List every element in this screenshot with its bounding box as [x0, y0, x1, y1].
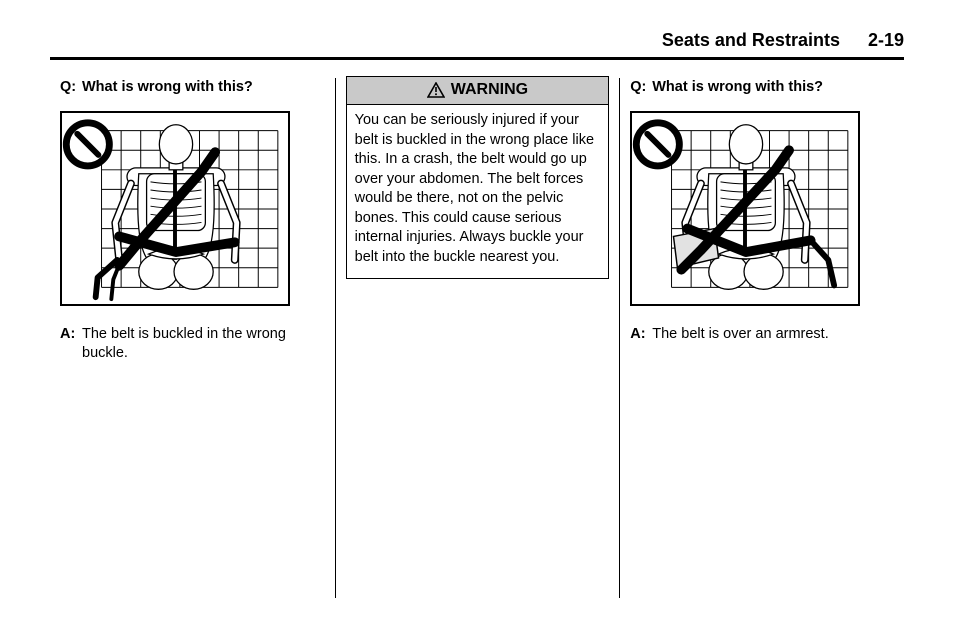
warning-box: WARNING You can be seriously injured if … [346, 76, 610, 279]
q-label: Q: [60, 78, 82, 97]
qa-question: Q: What is wrong with this? [60, 78, 325, 97]
a-text: The belt is buckled in the wrong buckle. [82, 325, 325, 363]
warning-triangle-icon [427, 82, 445, 98]
figure-over-armrest [630, 111, 860, 306]
q-text: What is wrong with this? [82, 78, 253, 97]
a-text: The belt is over an armrest. [652, 325, 829, 344]
q-text: What is wrong with this? [652, 78, 823, 97]
a-label: A: [630, 325, 652, 344]
qa-answer: A: The belt is over an armrest. [630, 325, 894, 344]
q-label: Q: [630, 78, 652, 97]
page-number: 2-19 [868, 30, 904, 51]
column-left: Q: What is wrong with this? A: The belt … [50, 78, 335, 598]
a-label: A: [60, 325, 82, 363]
column-center: WARNING You can be seriously injured if … [335, 78, 620, 598]
figure-wrong-buckle [60, 111, 290, 306]
qa-question: Q: What is wrong with this? [630, 78, 894, 97]
warning-header: WARNING [347, 77, 609, 105]
content-columns: Q: What is wrong with this? A: The belt … [50, 78, 904, 598]
section-title: Seats and Restraints [662, 30, 840, 51]
column-right: Q: What is wrong with this? A: The belt … [619, 78, 904, 598]
warning-label: WARNING [451, 81, 528, 99]
warning-body: You can be seriously injured if your bel… [347, 105, 609, 278]
qa-answer: A: The belt is buckled in the wrong buck… [60, 325, 325, 363]
page-header: Seats and Restraints 2-19 [50, 30, 904, 60]
